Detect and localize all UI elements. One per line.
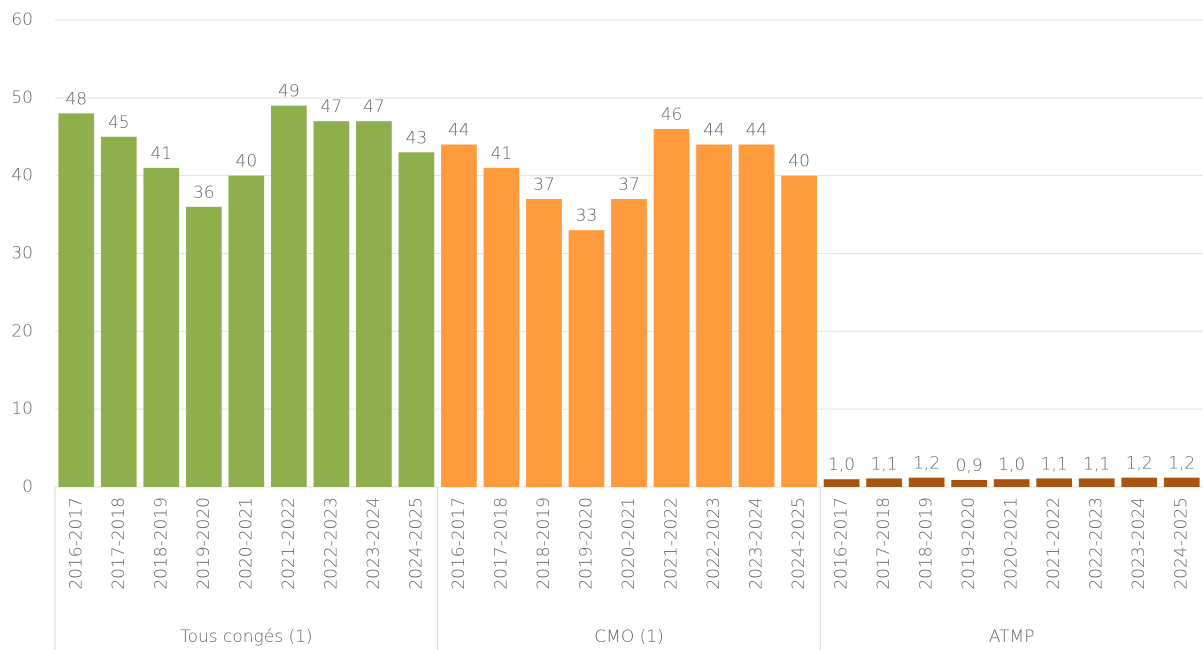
x-tick-label: 2018-2019 (917, 497, 937, 590)
value-label: 41 (150, 144, 172, 164)
bar (993, 479, 1030, 487)
value-label: 1,2 (1168, 454, 1195, 474)
bar (398, 152, 435, 488)
y-tick-label: 10 (11, 399, 33, 419)
x-tick-label: 2024-2025 (1172, 497, 1192, 590)
x-tick-label: 2019-2020 (959, 497, 979, 590)
value-label: 36 (193, 183, 215, 203)
value-label: 44 (448, 121, 470, 141)
x-tick-label: 2019-2020 (576, 497, 596, 590)
bar (908, 477, 945, 487)
bar (270, 105, 307, 487)
bar (1163, 477, 1200, 487)
x-tick-label: 2021-2022 (279, 497, 299, 590)
bar (568, 230, 605, 487)
y-tick-label: 40 (11, 166, 33, 186)
y-tick-label: 60 (11, 10, 33, 30)
bar (356, 121, 392, 487)
bar (696, 144, 732, 488)
y-tick-label: 30 (11, 244, 33, 264)
value-label: 44 (703, 121, 725, 141)
value-label: 1,0 (998, 455, 1025, 475)
value-label: 40 (788, 152, 810, 172)
bar (143, 167, 180, 487)
x-tick-label: 2024-2025 (789, 497, 809, 590)
x-tick-label: 2022-2023 (704, 497, 724, 590)
y-tick-label: 50 (11, 88, 33, 108)
value-label: 47 (321, 97, 343, 117)
bar (483, 167, 520, 487)
x-tick-label: 2019-2020 (194, 497, 214, 590)
group-label: ATMP (989, 627, 1035, 647)
bar (1078, 478, 1115, 487)
bar (228, 175, 265, 487)
x-tick-label: 2020-2021 (619, 497, 639, 590)
x-tick-label: 2016-2017 (449, 497, 469, 590)
x-tick-label: 2023-2024 (1129, 497, 1149, 590)
value-label: 44 (746, 121, 768, 141)
bar (951, 479, 988, 487)
bar (100, 136, 137, 487)
x-tick-label: 2018-2019 (151, 497, 171, 590)
value-label: 48 (65, 89, 87, 109)
value-label: 1,1 (871, 454, 898, 474)
x-tick-label: 2022-2023 (1087, 497, 1107, 590)
bar (185, 206, 222, 488)
bar (1036, 478, 1073, 487)
x-tick-label: 2024-2025 (406, 497, 426, 590)
bar (58, 113, 95, 488)
bar (823, 479, 860, 487)
bar (313, 121, 350, 487)
bar (441, 144, 477, 488)
value-label: 0,9 (956, 456, 983, 476)
value-label: 1,0 (828, 455, 855, 475)
x-tick-label: 2020-2021 (236, 497, 256, 590)
x-tick-label: 2017-2018 (874, 497, 894, 590)
bar (866, 478, 902, 487)
value-label: 37 (533, 175, 555, 195)
x-tick-label: 2021-2022 (662, 497, 682, 590)
bar (781, 175, 817, 487)
bar (738, 144, 775, 488)
x-tick-label: 2022-2023 (321, 497, 341, 590)
x-tick-label: 2021-2022 (1044, 497, 1064, 590)
group-label: Tous congés (1) (180, 627, 312, 647)
bar (611, 199, 647, 487)
bar (653, 128, 690, 487)
value-label: 43 (406, 128, 428, 148)
y-tick-label: 0 (22, 477, 33, 497)
x-tick-label: 2017-2018 (491, 497, 511, 590)
value-label: 33 (576, 206, 598, 226)
value-label: 1,1 (1041, 454, 1068, 474)
value-label: 49 (278, 82, 300, 102)
x-tick-label: 2023-2024 (747, 497, 767, 590)
x-tick-label: 2016-2017 (832, 497, 852, 590)
group-label: CMO (1) (594, 627, 663, 647)
value-label: 46 (661, 105, 683, 125)
x-tick-label: 2018-2019 (534, 497, 554, 590)
value-label: 37 (618, 175, 640, 195)
value-label: 40 (236, 152, 258, 172)
value-label: 1,1 (1083, 454, 1110, 474)
x-tick-label: 2017-2018 (109, 497, 129, 590)
x-tick-label: 2020-2021 (1002, 497, 1022, 590)
value-label: 1,2 (1126, 454, 1153, 474)
value-label: 47 (363, 97, 385, 117)
bar (526, 199, 562, 487)
value-label: 45 (108, 113, 130, 133)
x-tick-label: 2016-2017 (66, 497, 86, 590)
value-label: 41 (491, 144, 513, 164)
value-label: 1,2 (913, 454, 940, 474)
bar (1121, 477, 1158, 487)
y-tick-label: 20 (11, 321, 33, 341)
x-tick-label: 2023-2024 (364, 497, 384, 590)
